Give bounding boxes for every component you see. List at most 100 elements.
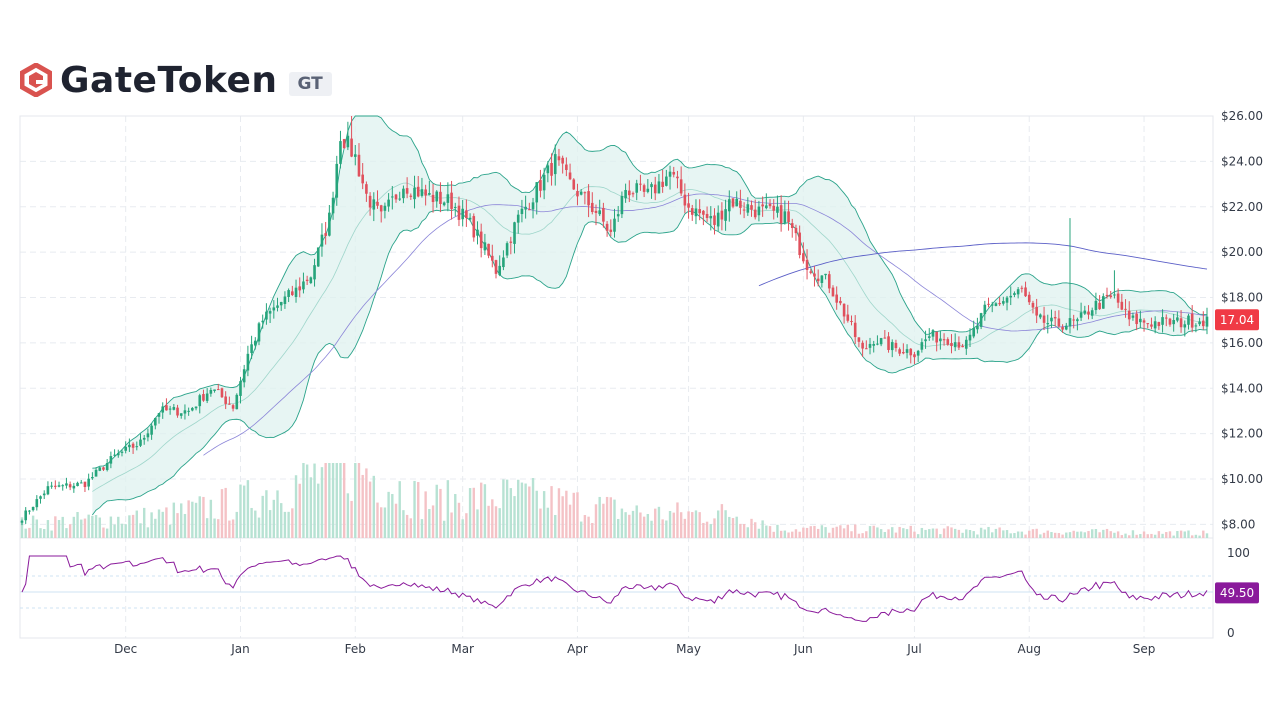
volume-bar: [602, 503, 605, 538]
volume-bar: [605, 496, 609, 538]
time-axis-label: Sep: [1133, 642, 1156, 656]
candle-body: [1061, 327, 1064, 330]
header: GateToken GT: [20, 58, 332, 102]
candle-body: [198, 395, 202, 407]
volume-bar: [950, 527, 953, 538]
volume-bar: [1179, 530, 1183, 538]
candle-body: [524, 206, 527, 210]
candle-body: [705, 213, 709, 218]
volume-bar: [691, 512, 694, 538]
volume-bar: [46, 520, 50, 538]
candle-body: [216, 389, 220, 391]
volume-bar: [68, 524, 72, 538]
volume-bar: [76, 512, 79, 538]
candle-body: [1116, 293, 1120, 303]
candle-body: [1131, 315, 1135, 318]
volume-bar: [598, 496, 601, 538]
candle-body: [191, 407, 194, 411]
candle-body: [920, 342, 924, 350]
candle-body: [1072, 319, 1075, 321]
candle-body: [687, 203, 690, 208]
last-rsi-tag: [1215, 582, 1259, 604]
candle-body: [368, 195, 372, 208]
candle-body: [879, 338, 883, 345]
candle-body: [1020, 287, 1024, 289]
time-axis-label: Apr: [567, 642, 588, 656]
candle-body: [235, 394, 239, 410]
volume-bar: [620, 508, 624, 538]
candle-body: [213, 389, 216, 391]
candle-body: [565, 164, 568, 171]
volume-bar: [1190, 535, 1194, 538]
candle-body: [439, 191, 442, 204]
candle-body: [253, 340, 257, 346]
volume-bar: [672, 512, 675, 538]
candle-body: [1064, 325, 1068, 330]
candle-body: [46, 486, 50, 495]
candle-body: [1076, 319, 1079, 322]
volume-bar: [779, 530, 783, 538]
volume-bar: [646, 514, 650, 538]
volume-bar: [65, 528, 68, 538]
candle-body: [1113, 294, 1116, 296]
candle-body: [550, 162, 553, 176]
volume-bar: [676, 502, 679, 538]
candle-body: [116, 453, 120, 456]
volume-bar: [102, 527, 105, 538]
volume-bar: [820, 525, 824, 538]
volume-bar: [354, 463, 357, 538]
volume-bar: [1176, 531, 1179, 538]
volume-bar: [302, 463, 305, 538]
volume-bar: [657, 506, 661, 538]
candle-body: [442, 202, 446, 206]
candle-body: [1194, 325, 1198, 327]
volume-bar: [505, 479, 509, 538]
candle-body: [379, 205, 383, 212]
candle-body: [1042, 315, 1046, 323]
volume-bar: [98, 517, 101, 538]
volume-bar: [928, 529, 931, 538]
candle-body: [816, 278, 820, 282]
candle-body: [361, 174, 364, 184]
candle-body: [209, 389, 213, 394]
candle-body: [316, 247, 320, 267]
candle-body: [509, 241, 513, 243]
candle-body: [1057, 318, 1061, 327]
volume-bar: [139, 523, 142, 538]
volume-bar: [402, 510, 405, 538]
volume-bar: [924, 529, 927, 538]
candle-body: [631, 193, 635, 195]
volume-bar: [583, 515, 587, 538]
volume-bar: [1109, 531, 1112, 538]
volume-bar: [572, 492, 575, 538]
volume-bar: [668, 510, 672, 538]
candle-body: [479, 231, 483, 249]
volume-bar: [1183, 531, 1186, 538]
candle-body: [31, 506, 35, 511]
candle-body: [690, 208, 694, 215]
volume-bar: [128, 515, 131, 538]
volume-bar: [809, 526, 812, 538]
volume-bar: [191, 501, 194, 538]
candle-body: [1002, 301, 1005, 304]
volume-bar: [446, 480, 450, 538]
volume-bar: [916, 534, 920, 538]
candle-body: [520, 208, 524, 215]
candle-body: [668, 171, 672, 177]
candle-body: [835, 294, 838, 303]
candle-body: [61, 485, 65, 487]
candle-body: [824, 273, 827, 276]
candle-body: [250, 344, 253, 354]
candle-body: [657, 181, 661, 194]
volume-bar: [972, 531, 975, 538]
candle-body: [839, 300, 842, 304]
candle-body: [872, 343, 876, 346]
time-axis-label: Jan: [230, 642, 250, 656]
rsi-axis-label-0: 0: [1227, 626, 1235, 640]
candle-body: [79, 482, 83, 484]
candle-body: [353, 154, 357, 157]
candle-body: [102, 467, 105, 470]
volume-bar: [1135, 534, 1138, 538]
volume-bar: [1168, 531, 1172, 538]
